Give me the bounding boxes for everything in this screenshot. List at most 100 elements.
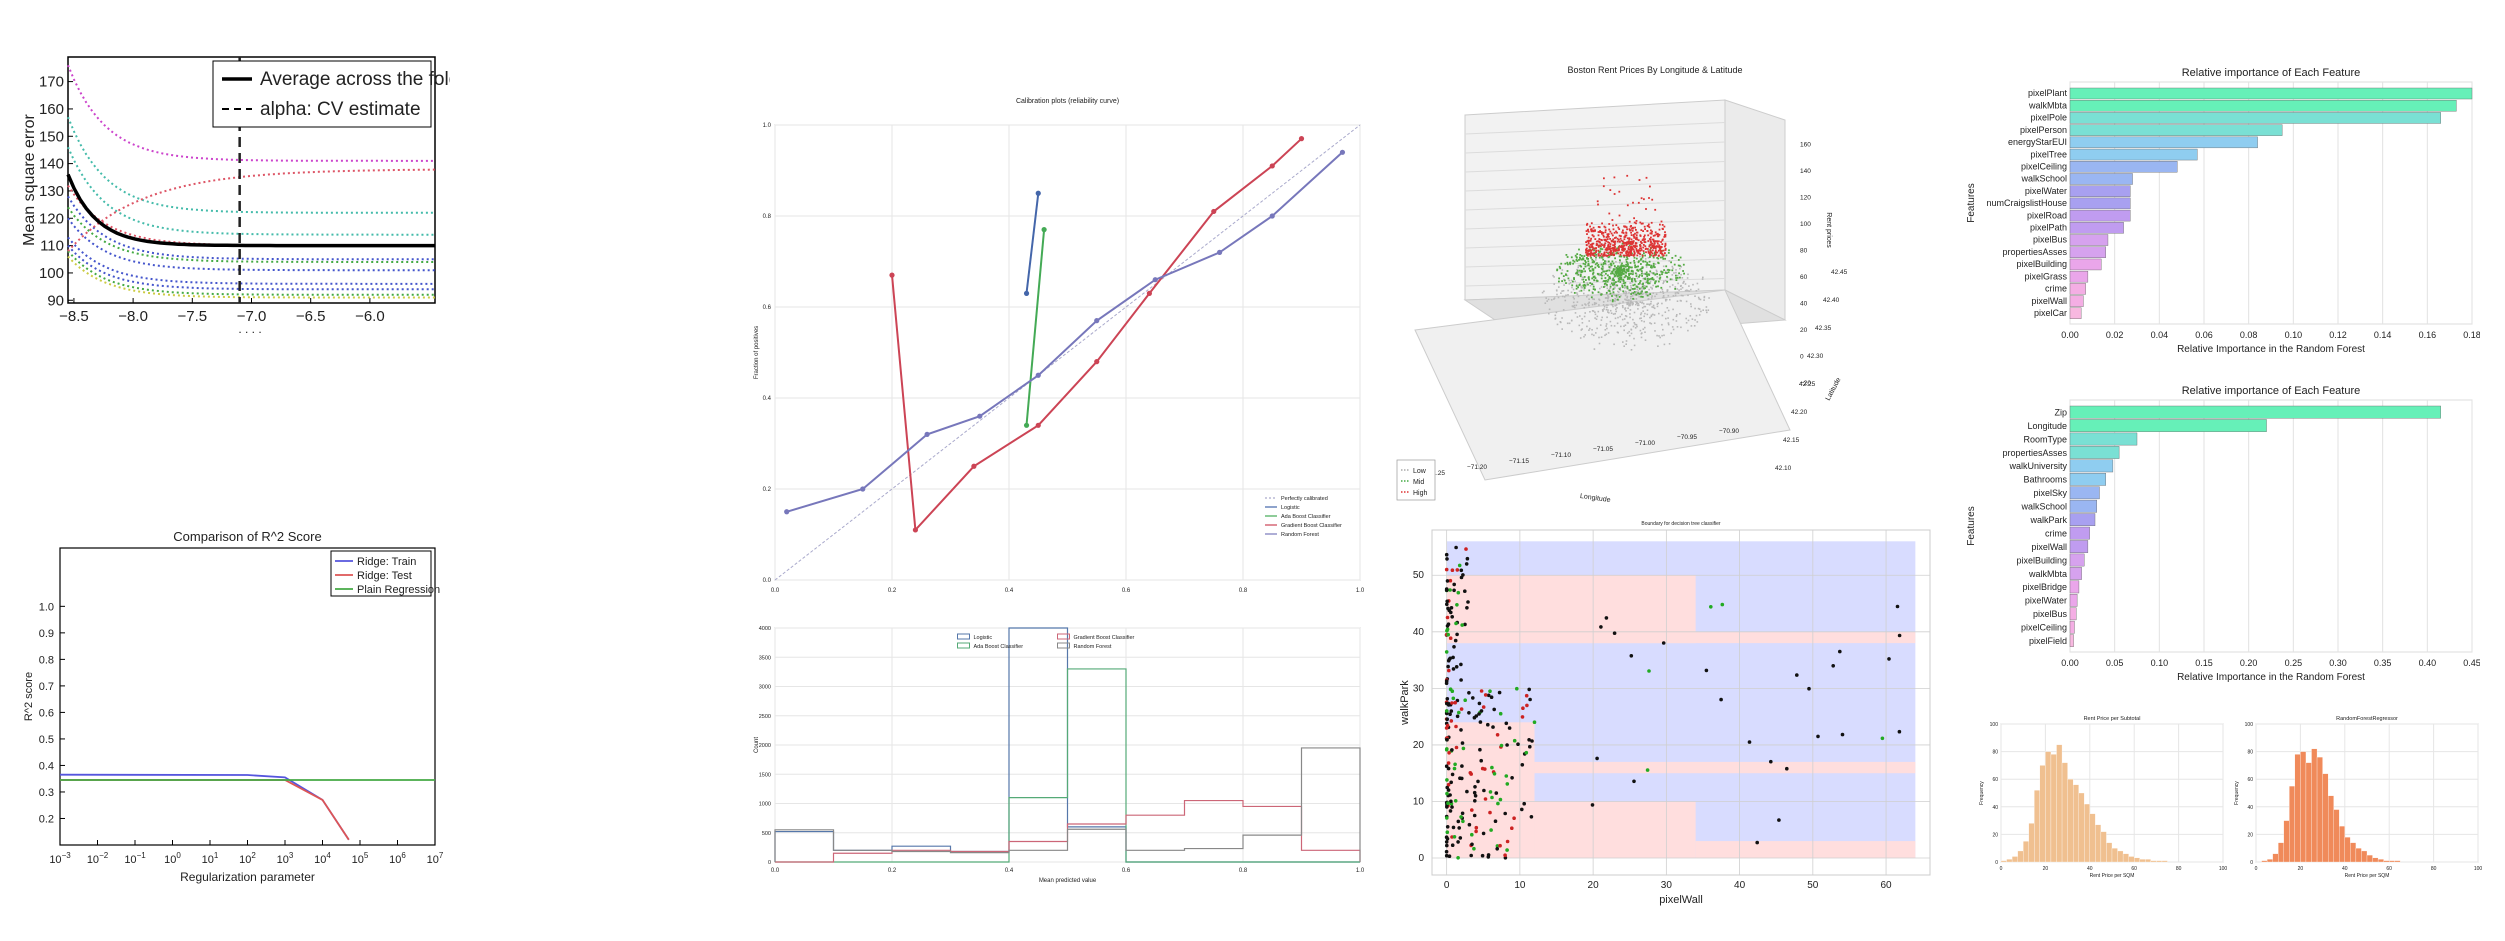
point-mid (1580, 265, 1583, 268)
feature-label: pixelCeiling (2021, 623, 2067, 633)
x-tick-label: −7.5 (177, 308, 207, 325)
point-low (1642, 293, 1644, 295)
point-low (1562, 290, 1565, 292)
y-tick-label: 120 (39, 210, 64, 227)
y-tick-label: 10 (1413, 796, 1425, 807)
point-high (1611, 247, 1613, 250)
point-low (1706, 311, 1708, 314)
point-mid (1603, 280, 1605, 282)
x-tick-label: 40 (2087, 866, 2093, 872)
point-high (1657, 249, 1660, 252)
point-high (1656, 232, 1659, 235)
data-point (1459, 707, 1464, 711)
point-mid (1608, 276, 1611, 278)
point-low (1657, 302, 1659, 305)
point-low (1639, 317, 1641, 320)
point-mid (1645, 264, 1648, 266)
point-mid (1619, 278, 1622, 281)
point-low (1644, 258, 1647, 260)
point-low (1688, 290, 1691, 292)
point-mid (1591, 265, 1593, 268)
x-tick-label: 50 (1807, 880, 1819, 891)
data-point (1512, 738, 1517, 743)
point-mid (1645, 271, 1648, 274)
point-high (1619, 251, 1622, 254)
point-mid (1622, 269, 1624, 271)
y-axis-label: Features (1966, 506, 1977, 545)
point-high (1658, 246, 1661, 248)
point-mid (1585, 261, 1587, 264)
point-high (1594, 238, 1597, 240)
point-mid (1632, 297, 1634, 300)
point-mid (1612, 277, 1614, 280)
point-mid (1584, 263, 1587, 266)
point-low (1602, 301, 1605, 303)
point-low (1669, 285, 1671, 288)
point-high (1618, 240, 1621, 243)
point-mid (1644, 291, 1647, 294)
point-high (1603, 177, 1605, 180)
point-low (1591, 291, 1594, 293)
histogram-bar (2283, 820, 2290, 863)
point-mid (1653, 266, 1656, 269)
point-high (1590, 251, 1592, 254)
point-low (1598, 336, 1600, 339)
data-point (1448, 809, 1453, 813)
point-high (1626, 174, 1629, 177)
point-high (1623, 248, 1626, 250)
point-high (1585, 249, 1588, 252)
point-high (1589, 252, 1591, 255)
point-low (1672, 267, 1674, 270)
data-point (1661, 641, 1666, 645)
point-low (1579, 315, 1581, 317)
importance-bar (2069, 553, 2085, 567)
point-high (1635, 238, 1637, 240)
point-low (1599, 324, 1602, 326)
data-point (1647, 669, 1651, 673)
point-mid (1587, 276, 1590, 278)
point-low (1621, 318, 1624, 321)
point-mid (1626, 285, 1629, 288)
data-point (1446, 664, 1450, 669)
point-low (1577, 266, 1579, 269)
data-point (1887, 657, 1891, 661)
point-low (1684, 283, 1687, 285)
point-low (1640, 287, 1642, 290)
z-tick-label: 160 (1800, 142, 1811, 149)
x-tick-label: 20 (2298, 866, 2304, 872)
point-mid (1563, 279, 1566, 282)
point-mid (1608, 266, 1611, 268)
point-low (1636, 302, 1638, 304)
point-high (1650, 229, 1652, 232)
point-mid (1625, 268, 1628, 271)
x-tick-label: 0.10 (2151, 658, 2169, 668)
histogram-bar (2095, 824, 2102, 863)
point-mid (1606, 274, 1609, 277)
point-high (1640, 242, 1643, 244)
point-low (1637, 290, 1640, 292)
data-point (1459, 815, 1463, 819)
point-mid (1665, 265, 1668, 268)
point-high (1591, 252, 1594, 255)
point-low (1609, 309, 1612, 312)
point-low (1640, 313, 1642, 316)
point-high (1636, 250, 1638, 253)
legend-label: Logistic (974, 635, 993, 641)
point-mid (1663, 269, 1665, 271)
point-high (1606, 248, 1609, 251)
point-mid (1609, 277, 1612, 280)
point-high (1605, 254, 1608, 257)
point-low (1643, 320, 1645, 323)
point-high (1608, 247, 1610, 250)
point-high (1658, 254, 1660, 257)
x-tick-label: 0.2 (888, 868, 897, 874)
point-low (1624, 308, 1626, 310)
point-high (1586, 252, 1589, 255)
point-low (1672, 318, 1675, 321)
point-low (1626, 302, 1628, 304)
point-low (1686, 277, 1689, 279)
point-high (1630, 231, 1632, 234)
point-high (1658, 244, 1661, 247)
x-tick-label: 105 (352, 851, 369, 866)
histogram-bar (2344, 837, 2351, 863)
